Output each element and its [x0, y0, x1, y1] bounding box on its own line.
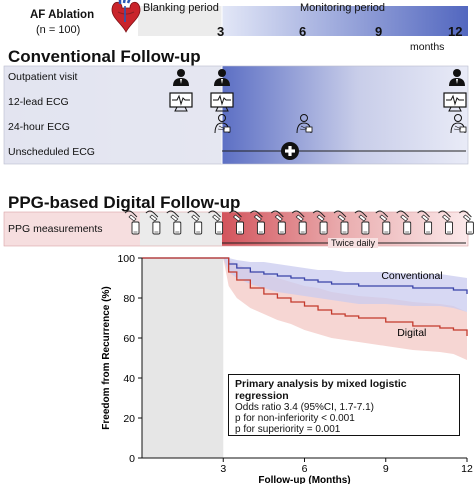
- x-tick-label: 9: [383, 463, 389, 475]
- conventional-monitoring: [222, 66, 468, 164]
- smartphone-finger-icon: [229, 210, 244, 235]
- smartphone-finger-icon: [354, 210, 370, 235]
- timeline-tick-6: 6: [299, 24, 307, 39]
- smartphone-finger-icon: [124, 210, 140, 235]
- digital-series-line: [142, 257, 468, 336]
- timeline-unit: months: [410, 41, 445, 53]
- digital-series-label: Digital: [397, 327, 426, 339]
- y-tick-label: 0: [129, 453, 135, 465]
- monitoring-label: Monitoring period: [300, 2, 385, 14]
- timeline-tick-9: 9: [375, 24, 383, 39]
- holter-monitor-icon: [214, 114, 231, 134]
- smartphone-finger-icon: [270, 210, 286, 235]
- conventional-series-label: Conventional: [381, 270, 442, 282]
- smartphone-finger-icon: [312, 210, 328, 235]
- holter-monitor-icon: [296, 114, 313, 134]
- y-axis-label: Freedom from Recurrence (%): [101, 286, 112, 429]
- digital-title: PPG-based Digital Follow-up: [8, 193, 241, 212]
- smartphone-finger-icon: [375, 210, 391, 235]
- row-outpatient-visit: Outpatient visit: [8, 71, 78, 83]
- doctor-icon: [449, 69, 465, 86]
- holter-monitor-icon: [450, 114, 467, 134]
- survival-chart: 0 20 40 60 80 100 3 6 9 12 Follow-up (Months) Freed…: [101, 253, 473, 484]
- ablation-title: AF Ablation: [30, 9, 95, 21]
- stats-box: Primary analysis by mixed logistic regre…: [228, 374, 460, 436]
- doctor-icon: [214, 69, 230, 86]
- x-axis-label: Follow-up (Months): [258, 475, 350, 484]
- monitoring-band: [222, 6, 468, 36]
- conventional-title: Conventional Follow-up: [8, 47, 201, 66]
- digital-ci-band: [142, 258, 467, 360]
- smartphone-finger-icon: [145, 210, 161, 235]
- smartphone-finger-icon: [208, 210, 224, 235]
- twice-daily-label: Twice daily: [328, 238, 379, 248]
- y-tick-label: 20: [123, 413, 135, 425]
- heart-icon: [111, 0, 141, 33]
- smartphone-finger-icon: [459, 210, 474, 235]
- smartphone-finger-icon: [396, 210, 412, 235]
- ablation-n: (n = 100): [36, 24, 81, 36]
- conventional-ci-band: [142, 258, 467, 312]
- row-24-hour-ecg: 24-hour ECG: [8, 121, 70, 133]
- y-tick-label: 100: [117, 253, 135, 265]
- stats-p-noninferiority: p for non-inferiority < 0.001: [235, 413, 355, 424]
- timeline-tick-3: 3: [217, 24, 225, 39]
- y-tick-label: 80: [123, 293, 135, 305]
- ecg-monitor-icon: [210, 92, 234, 112]
- conventional-series-line: [142, 257, 468, 294]
- plus-circle-icon: [281, 142, 299, 160]
- smartphone-finger-icon: [333, 210, 349, 235]
- smartphone-finger-icon: [438, 210, 453, 235]
- ppg-icon-row: [124, 210, 474, 235]
- row-unscheduled-ecg: Unscheduled ECG: [8, 146, 95, 158]
- x-tick-label: 3: [220, 463, 226, 475]
- row-12-lead-ecg: 12-lead ECG: [8, 96, 69, 108]
- ecg-monitor-icon: [169, 92, 193, 112]
- stats-odds-ratio: Odds ratio 3.4 (95%CI, 1.7-7.1): [235, 402, 374, 413]
- y-tick-label: 60: [123, 333, 135, 345]
- x-tick-label: 6: [302, 463, 308, 475]
- smartphone-finger-icon: [291, 210, 307, 235]
- stats-title: Primary analysis by mixed logistic regre…: [235, 378, 407, 402]
- smartphone-finger-icon: [250, 210, 265, 235]
- timeline-tick-12: 12: [448, 24, 463, 39]
- row-ppg-measurements: PPG measurements: [8, 223, 103, 235]
- doctor-icon: [173, 69, 189, 86]
- smartphone-finger-icon: [417, 210, 433, 235]
- blanking-label: Blanking period: [143, 2, 219, 14]
- blanking-shade: [142, 258, 224, 458]
- y-tick-label: 40: [123, 373, 135, 385]
- conventional-icon-row: [169, 69, 467, 134]
- blanking-band: [138, 6, 222, 36]
- ecg-monitor-icon: [443, 92, 467, 112]
- smartphone-finger-icon: [166, 210, 182, 235]
- smartphone-finger-icon: [187, 210, 203, 235]
- x-tick-label: 12: [461, 463, 473, 475]
- stats-p-superiority: p for superiority = 0.001: [235, 424, 341, 435]
